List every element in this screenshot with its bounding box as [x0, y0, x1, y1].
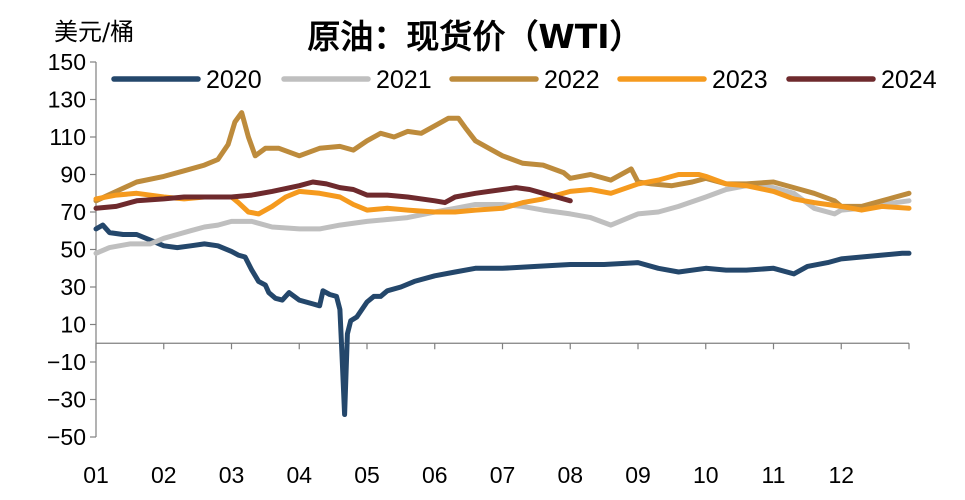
- legend-label-2024: 2024: [881, 66, 937, 94]
- legend-label-2020: 2020: [206, 66, 262, 94]
- x-tick-label: 03: [219, 462, 245, 488]
- legend-label-2023: 2023: [712, 66, 768, 94]
- chart-title: 原油：现货价（WTI）: [307, 17, 642, 56]
- y-tick-label: 30: [60, 274, 86, 300]
- y-axis-label: 美元/桶: [54, 18, 134, 46]
- y-tick-label: −30: [47, 387, 86, 413]
- x-tick-label: 05: [354, 462, 380, 488]
- y-tick-label: 70: [60, 199, 86, 225]
- x-tick-label: 12: [828, 462, 854, 488]
- x-tick-label: 06: [422, 462, 448, 488]
- x-tick-label: 11: [762, 462, 786, 488]
- y-tick-label: 90: [60, 162, 86, 188]
- y-tick-label: 10: [60, 312, 86, 338]
- x-tick-label: 10: [693, 462, 719, 488]
- y-tick-label: −50: [47, 424, 86, 450]
- y-tick-label: 50: [60, 237, 86, 263]
- series-layer: [93, 110, 912, 417]
- y-tick-label: 110: [49, 124, 86, 150]
- legend-label-2022: 2022: [544, 66, 600, 94]
- x-tick-label: 02: [151, 462, 177, 488]
- legend-label-2021: 2021: [376, 66, 432, 94]
- y-tick-label: 130: [48, 87, 86, 113]
- x-tick-label: 08: [557, 462, 583, 488]
- x-tick-label: 07: [490, 462, 516, 488]
- axes-layer: 150 130 110 90 70 50 30 10 −10 −30 −50 01 02 03 04 05 06…: [47, 49, 910, 488]
- series-line-2024: [93, 179, 573, 211]
- series-line-2023: [93, 172, 912, 217]
- y-tick-label: −10: [47, 349, 86, 375]
- x-tick-label: 09: [625, 462, 651, 488]
- x-tick-label: 01: [83, 462, 109, 488]
- legend: 2020 2021 2022 2023 2024: [111, 66, 937, 94]
- series-line-2020: [93, 222, 912, 417]
- series-line-2021: [93, 183, 912, 256]
- y-tick-label: 150: [48, 49, 86, 75]
- x-tick-label: 04: [286, 462, 312, 488]
